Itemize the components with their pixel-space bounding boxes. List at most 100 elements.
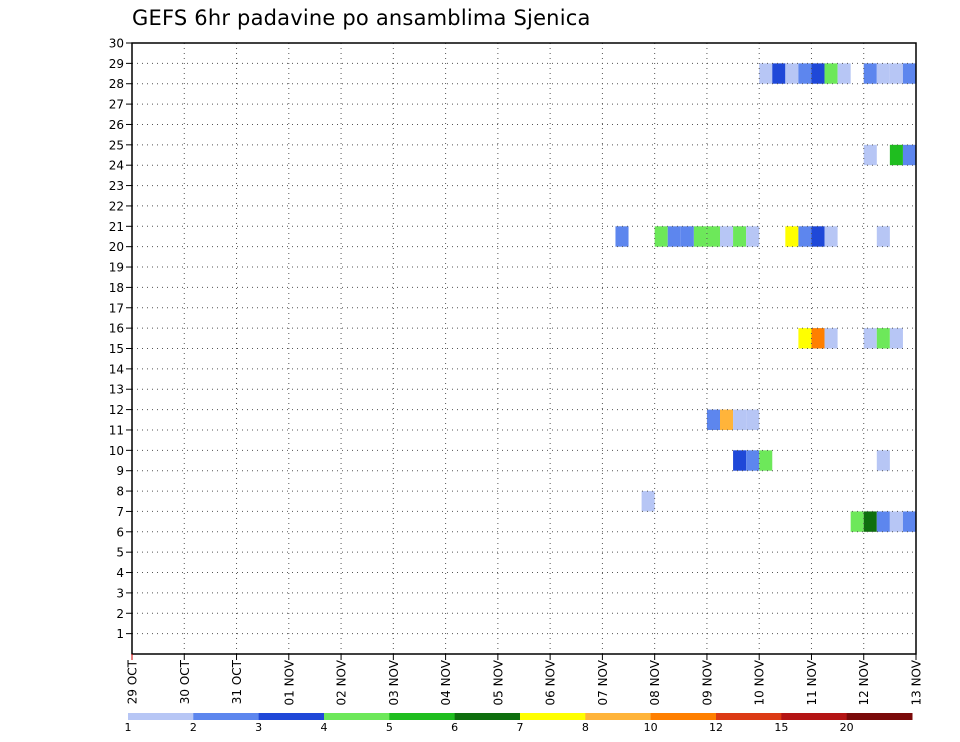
legend-swatch bbox=[520, 713, 586, 720]
x-tick-label: 11 NOV bbox=[805, 659, 819, 705]
legend-swatch bbox=[454, 713, 521, 720]
x-tick-label: 04 NOV bbox=[439, 659, 453, 705]
heat-cell bbox=[824, 226, 838, 247]
heat-cell bbox=[889, 63, 903, 84]
y-tick-label: 29 bbox=[109, 57, 124, 71]
cells-layer bbox=[615, 63, 916, 532]
heat-cell bbox=[889, 511, 903, 532]
legend-swatch bbox=[585, 713, 652, 720]
heat-cell bbox=[798, 63, 812, 84]
y-tick-label: 23 bbox=[109, 179, 124, 193]
heat-cell bbox=[746, 450, 760, 471]
x-tick-label: 13 NOV bbox=[910, 659, 924, 705]
legend-label: 3 bbox=[255, 721, 262, 734]
legend-label: 5 bbox=[386, 721, 393, 734]
legend-label: 7 bbox=[517, 721, 524, 734]
legend-label: 12 bbox=[709, 721, 723, 734]
y-tick-label: 11 bbox=[109, 423, 124, 437]
y-tick-label: 21 bbox=[109, 220, 124, 234]
y-tick-label: 10 bbox=[109, 444, 124, 458]
x-tick-label: 12 NOV bbox=[857, 659, 871, 705]
heat-cell bbox=[889, 144, 903, 166]
heat-cell bbox=[680, 226, 694, 247]
legend-label: 2 bbox=[190, 721, 197, 734]
heat-cell bbox=[876, 63, 890, 84]
legend-label: 6 bbox=[451, 721, 458, 734]
y-axis: 1234567891011121314151617181920212223242… bbox=[109, 37, 132, 641]
x-tick-label: 08 NOV bbox=[648, 659, 662, 705]
heat-cell bbox=[785, 226, 799, 247]
heat-cell bbox=[863, 144, 877, 166]
heat-cell bbox=[837, 63, 851, 84]
legend-swatch bbox=[193, 713, 260, 720]
heat-cell bbox=[876, 226, 890, 247]
heat-cell bbox=[902, 144, 916, 166]
heat-cell bbox=[850, 511, 864, 532]
heat-cell bbox=[772, 63, 786, 84]
x-tick-label: 10 NOV bbox=[753, 659, 767, 705]
heat-cell bbox=[641, 491, 655, 512]
legend-label: 4 bbox=[321, 721, 328, 734]
legend-label: 8 bbox=[582, 721, 589, 734]
heat-cell bbox=[824, 328, 838, 349]
heat-cell bbox=[876, 511, 890, 532]
legend-swatch bbox=[846, 713, 913, 720]
x-tick-label: 09 NOV bbox=[700, 659, 714, 705]
chart-title: GEFS 6hr padavine po ansamblima Sjenica bbox=[132, 6, 591, 30]
legend-label: 10 bbox=[644, 721, 658, 734]
y-tick-label: 4 bbox=[116, 566, 124, 580]
y-tick-label: 18 bbox=[109, 281, 124, 295]
heat-cell bbox=[733, 409, 747, 430]
legend-label: 20 bbox=[840, 721, 854, 734]
heat-cell bbox=[693, 226, 707, 247]
y-tick-label: 26 bbox=[109, 118, 124, 132]
heat-cell bbox=[759, 63, 773, 84]
y-tick-label: 22 bbox=[109, 199, 124, 213]
legend-swatch bbox=[716, 713, 782, 720]
heat-cell bbox=[733, 226, 747, 247]
legend-label: 1 bbox=[125, 721, 132, 734]
heat-cell bbox=[876, 450, 890, 471]
heat-cell bbox=[811, 328, 825, 349]
heat-cell bbox=[720, 226, 734, 247]
color-legend: 1 2 3 4 5 6 7 8 10 12 15 20 bbox=[125, 713, 913, 734]
x-tick-label: 03 NOV bbox=[387, 659, 401, 705]
y-tick-label: 12 bbox=[109, 403, 124, 417]
x-tick-label: 02 NOV bbox=[335, 659, 349, 705]
legend-swatch bbox=[650, 713, 717, 720]
y-tick-label: 16 bbox=[109, 322, 124, 336]
heat-cell bbox=[746, 409, 760, 430]
heat-cell bbox=[733, 450, 747, 471]
heat-cell bbox=[746, 226, 760, 247]
y-tick-label: 1 bbox=[116, 627, 124, 641]
y-tick-label: 20 bbox=[109, 240, 124, 254]
heat-cell bbox=[798, 226, 812, 247]
heat-cell bbox=[798, 328, 812, 349]
y-tick-label: 8 bbox=[116, 485, 124, 499]
x-tick-label: 31 OCT bbox=[230, 659, 244, 704]
heat-cell bbox=[811, 226, 825, 247]
x-tick-label: 30 OCT bbox=[178, 659, 192, 704]
y-tick-label: 7 bbox=[116, 505, 124, 519]
y-tick-label: 19 bbox=[109, 261, 124, 275]
heat-cell bbox=[706, 226, 720, 247]
heat-cell bbox=[902, 511, 916, 532]
y-tick-label: 3 bbox=[116, 586, 124, 600]
heat-cell bbox=[902, 63, 916, 84]
legend-swatch bbox=[258, 713, 325, 720]
heat-cell bbox=[759, 450, 773, 471]
heat-cell bbox=[889, 328, 903, 349]
y-tick-label: 13 bbox=[109, 383, 124, 397]
legend-swatch bbox=[128, 713, 194, 720]
heat-cell bbox=[667, 226, 681, 247]
y-tick-label: 6 bbox=[116, 525, 124, 539]
x-tick-label: 01 NOV bbox=[282, 659, 296, 705]
heat-cell bbox=[863, 63, 877, 84]
legend-swatch bbox=[389, 713, 456, 720]
heat-cell bbox=[811, 63, 825, 84]
heat-cell bbox=[615, 226, 629, 247]
x-tick-label: 06 NOV bbox=[544, 659, 558, 705]
legend-swatch bbox=[781, 713, 848, 720]
y-tick-label: 15 bbox=[109, 342, 124, 356]
